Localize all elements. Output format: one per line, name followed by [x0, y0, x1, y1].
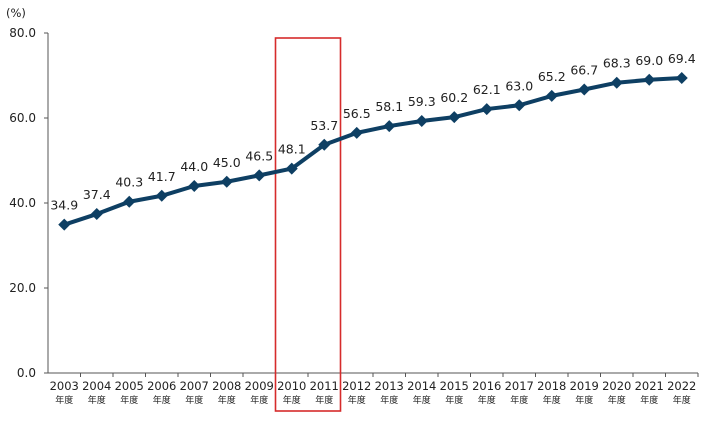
data-point-marker — [415, 114, 428, 127]
data-point-marker — [448, 111, 461, 124]
y-tick-label: 80.0 — [9, 26, 36, 40]
data-value-label: 53.7 — [310, 118, 338, 133]
highlight-rect — [274, 37, 342, 412]
data-point-marker — [675, 72, 688, 85]
x-tick-label: 2022 — [667, 379, 696, 393]
data-value-label: 44.0 — [180, 159, 208, 174]
data-value-label: 65.2 — [538, 69, 566, 84]
x-tick-unit: 年度 — [673, 394, 691, 406]
y-tick-label: 40.0 — [9, 196, 36, 210]
data-value-label: 62.1 — [473, 82, 501, 97]
x-tick-unit: 年度 — [640, 394, 658, 406]
x-tick-label: 2011 — [310, 379, 339, 393]
data-value-label: 40.3 — [115, 175, 143, 190]
x-tick-unit: 年度 — [510, 394, 528, 406]
data-value-label: 68.3 — [603, 56, 631, 71]
data-value-label: 46.5 — [245, 148, 273, 163]
data-point-marker — [253, 169, 266, 182]
data-value-label: 59.3 — [408, 94, 436, 109]
data-value-label: 48.1 — [278, 142, 306, 157]
data-value-label: 60.2 — [440, 90, 468, 105]
x-tick-unit: 年度 — [315, 394, 333, 406]
x-tick-label: 2019 — [570, 379, 599, 393]
x-axis: 2003年度2004年度2005年度2006年度2007年度2008年度2009… — [48, 372, 699, 406]
data-value-label: 45.0 — [213, 155, 241, 170]
x-tick-unit: 年度 — [413, 394, 431, 406]
data-point-marker — [318, 138, 331, 151]
x-tick-unit: 年度 — [380, 394, 398, 406]
x-tick-label: 2017 — [505, 379, 534, 393]
x-tick-label: 2021 — [635, 379, 664, 393]
data-point-marker — [90, 208, 103, 221]
data-value-label: 41.7 — [148, 169, 176, 184]
x-tick-label: 2009 — [245, 379, 274, 393]
x-tick-unit: 年度 — [120, 394, 138, 406]
data-value-label: 58.1 — [375, 99, 403, 114]
data-value-label: 37.4 — [83, 187, 111, 202]
x-tick-label: 2006 — [147, 379, 176, 393]
x-tick-label: 2016 — [472, 379, 501, 393]
series-polyline — [63, 76, 682, 227]
x-tick-unit: 年度 — [608, 394, 626, 406]
data-value-label: 69.0 — [635, 53, 663, 68]
x-tick-label: 2013 — [375, 379, 404, 393]
x-tick-label: 2003 — [50, 379, 79, 393]
x-tick-label: 2020 — [602, 379, 631, 393]
y-tick-label: 0.0 — [17, 366, 36, 380]
x-tick-unit: 年度 — [283, 394, 301, 406]
x-tick-unit: 年度 — [348, 394, 366, 406]
data-point-marker — [545, 89, 558, 102]
x-tick-label: 2007 — [180, 379, 209, 393]
x-tick-unit: 年度 — [478, 394, 496, 406]
data-value-label: 69.4 — [668, 51, 696, 66]
x-tick-unit: 年度 — [55, 394, 73, 406]
x-tick-unit: 年度 — [543, 394, 561, 406]
data-point-marker — [513, 99, 526, 112]
data-labels: 34.9 37.4 40.3 41.7 44.0 45.0 46.5 48.1 53.7 56.5… — [50, 51, 695, 213]
x-tick-label: 2014 — [407, 379, 436, 393]
data-point-marker — [155, 189, 168, 202]
y-axis: 0.0 20.0 40.0 60.0 80.0 — [9, 26, 49, 380]
data-point-marker — [58, 218, 71, 231]
x-tick-label: 2008 — [212, 379, 241, 393]
data-point-marker — [610, 76, 623, 89]
x-tick-label: 2010 — [277, 379, 306, 393]
y-axis-unit-label: (%) — [6, 6, 26, 20]
x-tick-label: 2005 — [115, 379, 144, 393]
x-tick-unit: 年度 — [575, 394, 593, 406]
x-tick-unit: 年度 — [185, 394, 203, 406]
y-tick-label: 20.0 — [9, 281, 36, 295]
x-tick-unit: 年度 — [218, 394, 236, 406]
data-point-marker — [285, 162, 298, 175]
x-tick-label: 2015 — [440, 379, 469, 393]
data-point-marker — [350, 126, 363, 139]
x-tick-unit: 年度 — [250, 394, 268, 406]
data-point-marker — [578, 83, 591, 96]
x-tick-unit: 年度 — [88, 394, 106, 406]
x-tick-label: 2012 — [342, 379, 371, 393]
x-tick-unit: 年度 — [445, 394, 463, 406]
x-tick-unit: 年度 — [153, 394, 171, 406]
x-tick-label: 2018 — [537, 379, 566, 393]
data-value-label: 66.7 — [570, 63, 598, 78]
data-point-marker — [643, 73, 656, 86]
data-point-marker — [188, 180, 201, 192]
data-point-marker — [383, 120, 396, 133]
data-point-marker — [220, 175, 233, 188]
data-value-label: 34.9 — [50, 198, 78, 213]
series-line — [58, 72, 688, 231]
data-value-label: 63.0 — [505, 78, 533, 93]
highlight-box — [274, 37, 342, 412]
x-tick-label: 2004 — [82, 379, 111, 393]
data-point-marker — [123, 195, 136, 208]
y-tick-label: 60.0 — [9, 111, 36, 125]
data-value-label: 56.5 — [343, 106, 371, 121]
data-point-marker — [480, 103, 493, 116]
